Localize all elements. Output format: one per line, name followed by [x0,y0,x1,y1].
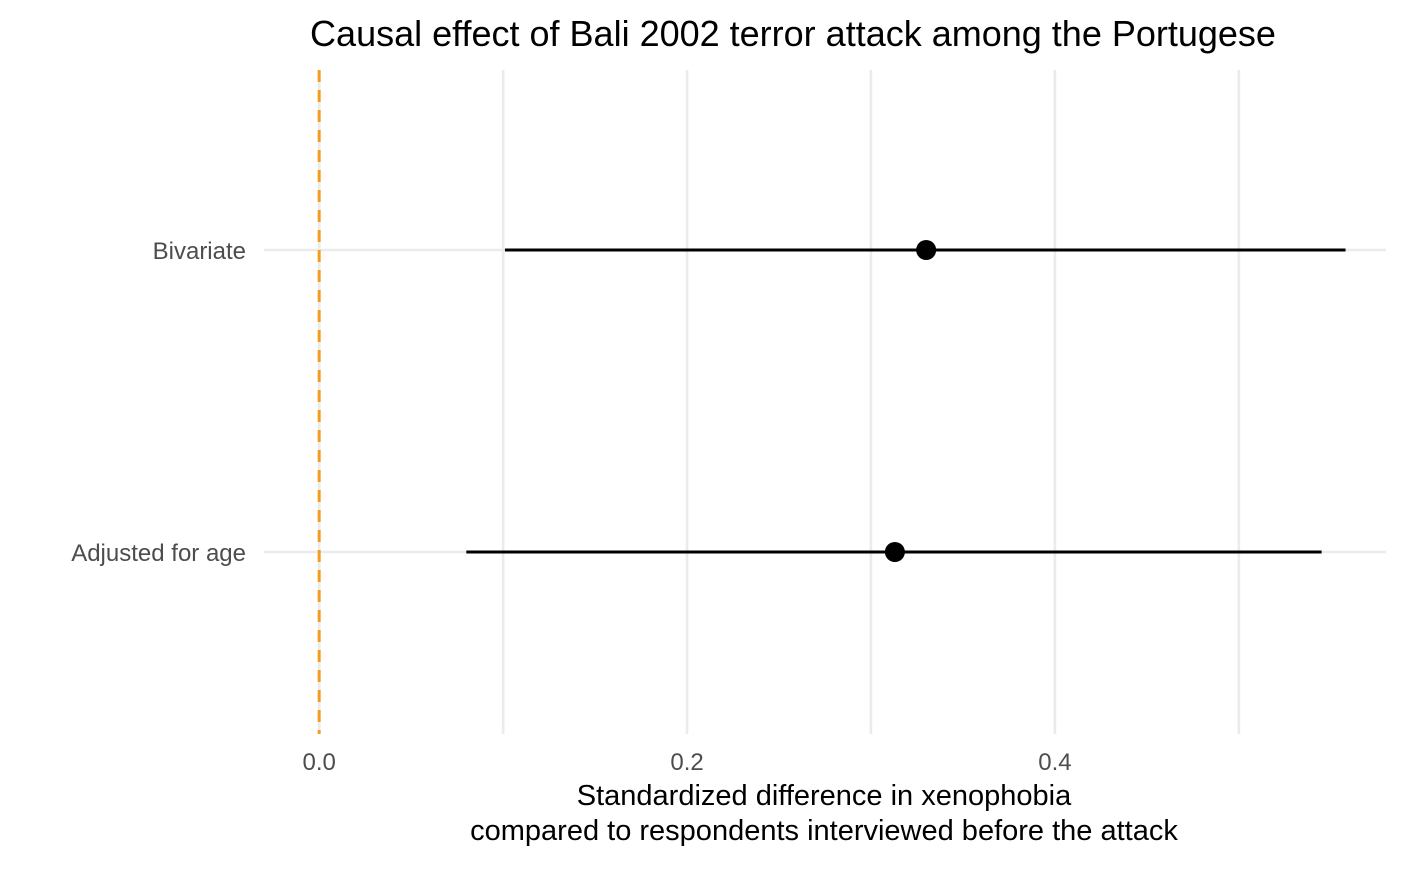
marks-layer [466,240,1346,562]
x-tick-label: 0.4 [1038,749,1071,776]
y-tick-label: Adjusted for age [71,540,246,567]
x-axis-title-line-2: compared to respondents interviewed befo… [470,815,1178,847]
x-axis-title-line-1: Standardized difference in xenophobia [577,780,1072,812]
point-estimate [916,240,937,260]
chart-title: Causal effect of Bali 2002 terror attack… [310,13,1276,54]
x-tick-label: 0.0 [302,749,335,776]
x-tick-label: 0.2 [670,749,703,776]
grid-layer [264,70,1386,734]
axis-layer: Bivariate Adjusted for age 0.0 0.2 0.4 [71,238,1071,776]
point-estimate [884,542,905,562]
y-tick-label: Bivariate [153,238,246,265]
